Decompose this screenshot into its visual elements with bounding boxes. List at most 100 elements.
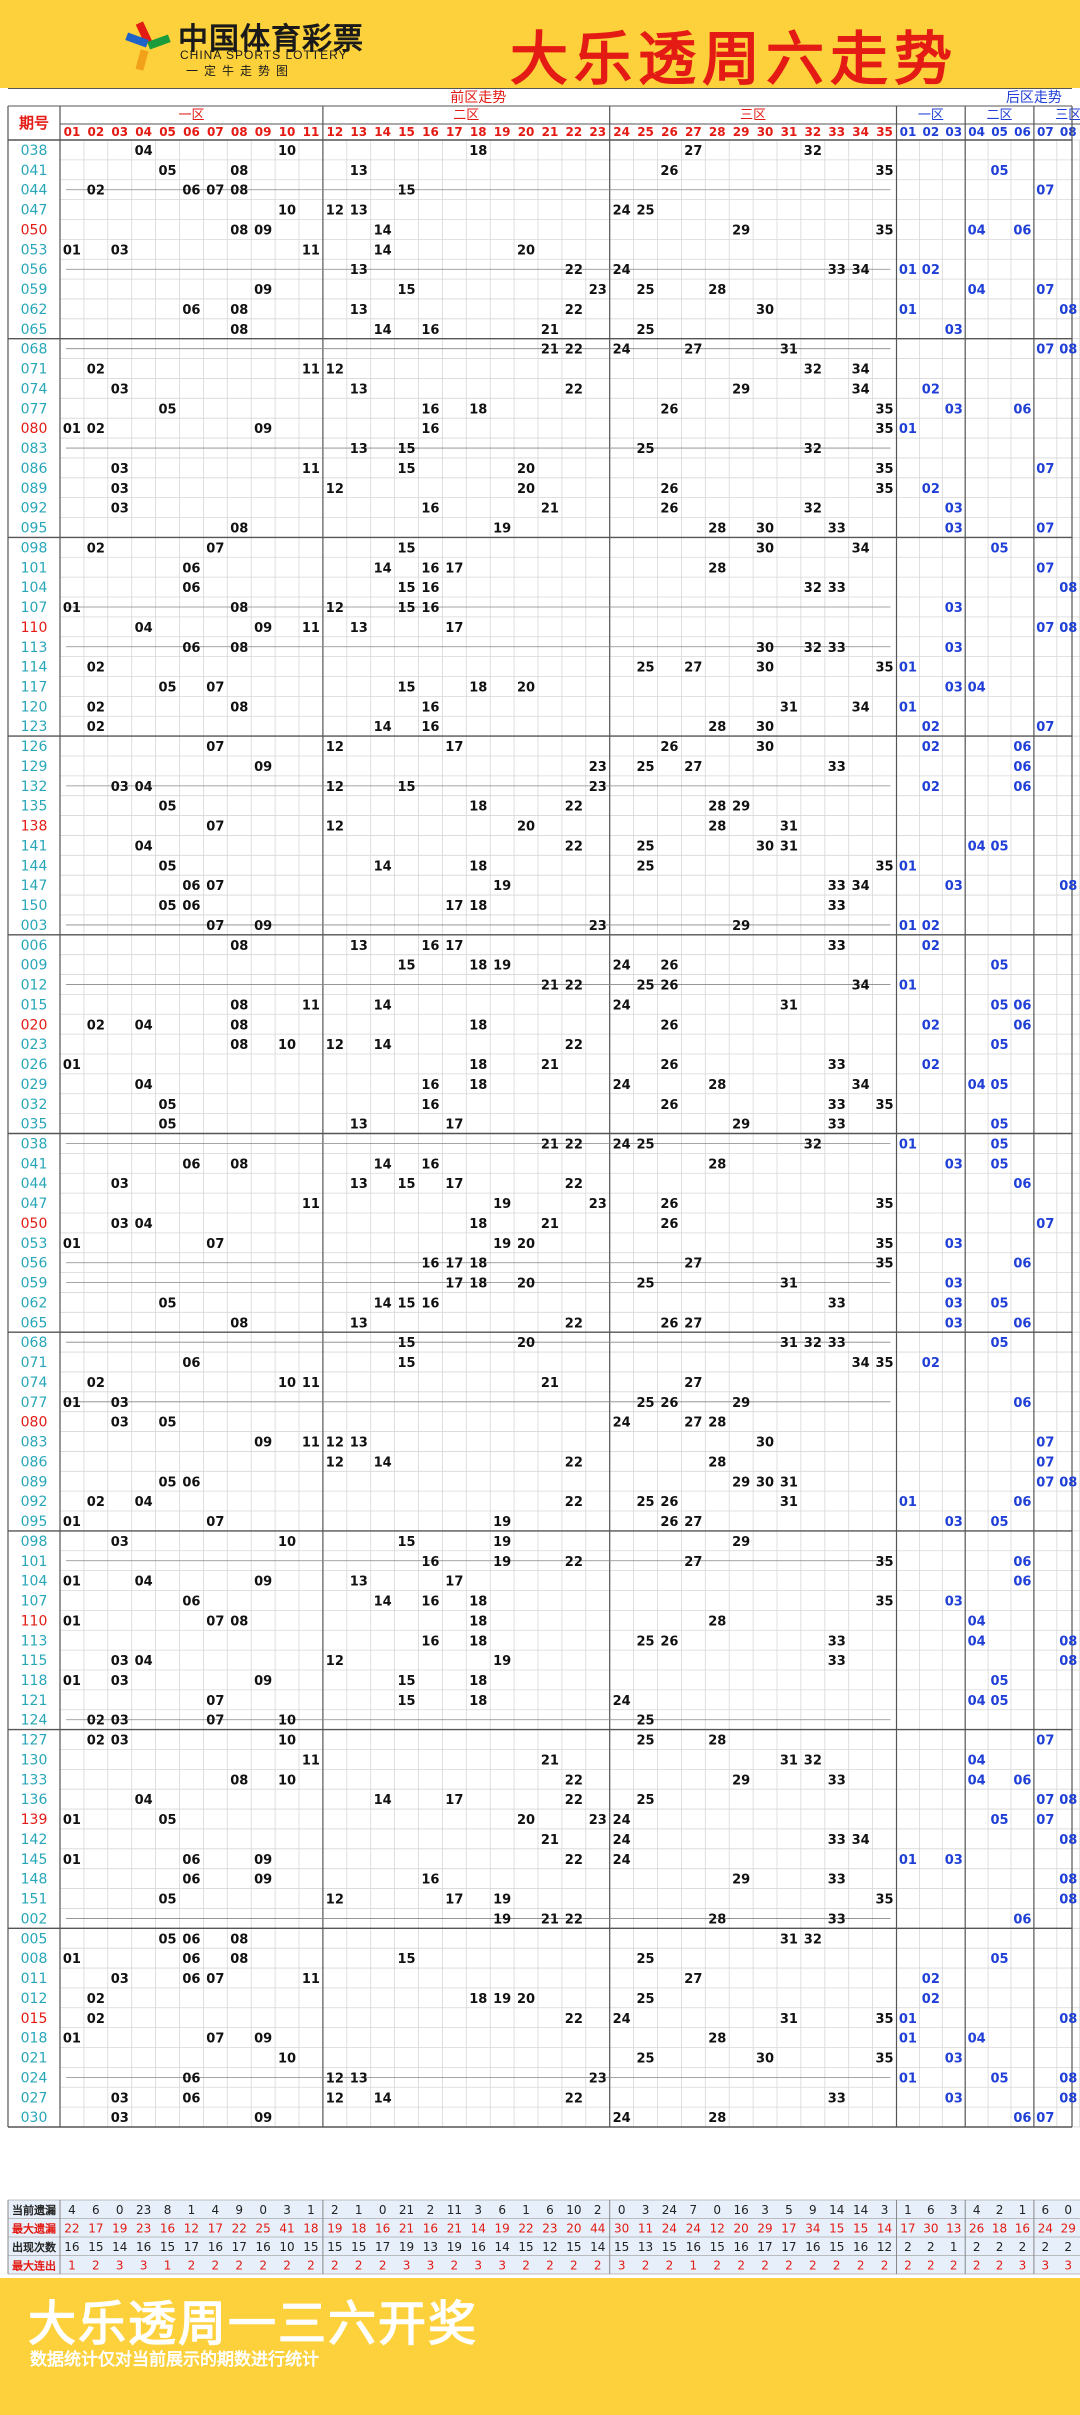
front-ball: 02 xyxy=(87,700,105,715)
front-ball: 05 xyxy=(159,1893,177,1908)
issue-number: 142 xyxy=(21,1832,48,1848)
front-number-header: 10 xyxy=(279,125,296,139)
front-ball: 24 xyxy=(613,1853,631,1868)
front-ball: 09 xyxy=(254,1853,272,1868)
front-ball: 03 xyxy=(111,1396,129,1411)
stats-front-value: 2 xyxy=(259,2259,267,2273)
back-ball: 01 xyxy=(899,979,917,994)
issue-number: 056 xyxy=(21,1256,48,1272)
stats-front-value: 6 xyxy=(92,2203,100,2217)
sports-lottery-logo-icon xyxy=(125,21,171,71)
front-number-header: 16 xyxy=(422,125,439,139)
issue-number: 120 xyxy=(21,699,48,715)
front-ball: 29 xyxy=(732,919,750,934)
front-ball: 03 xyxy=(111,462,129,477)
back-ball: 05 xyxy=(991,1296,1009,1311)
front-ball: 13 xyxy=(350,1177,368,1192)
stats-back-value: 1 xyxy=(950,2240,958,2254)
back-ball: 01 xyxy=(899,263,917,278)
front-ball: 22 xyxy=(565,263,583,278)
stats-front-value: 15 xyxy=(518,2240,533,2254)
stats-back-value: 30 xyxy=(923,2222,938,2236)
front-ball: 02 xyxy=(87,1018,105,1033)
stats-front-value: 0 xyxy=(116,2203,124,2217)
issue-number: 139 xyxy=(21,1812,48,1828)
front-ball: 09 xyxy=(254,1873,272,1888)
issue-number: 138 xyxy=(21,819,48,835)
stats-front-value: 2 xyxy=(522,2259,530,2273)
front-ball: 01 xyxy=(63,422,81,437)
issue-number: 041 xyxy=(21,1156,48,1172)
stats-back-value: 2 xyxy=(973,2259,981,2273)
front-ball: 34 xyxy=(852,363,870,378)
issue-number: 110 xyxy=(21,620,48,636)
back-ball: 02 xyxy=(922,1992,940,2007)
back-number-header: 04 xyxy=(968,125,985,139)
stats-front-value: 41 xyxy=(279,2222,294,2236)
front-ball: 09 xyxy=(254,621,272,636)
front-ball: 03 xyxy=(111,1674,129,1689)
front-ball: 24 xyxy=(613,1416,631,1431)
front-ball: 08 xyxy=(230,700,248,715)
stats-front-value: 3 xyxy=(474,2203,482,2217)
front-ball: 28 xyxy=(708,1912,726,1927)
front-ball: 10 xyxy=(278,1038,296,1053)
back-ball: 03 xyxy=(945,879,963,894)
back-ball: 04 xyxy=(968,680,986,695)
front-ball: 11 xyxy=(302,1436,320,1451)
stats-front-value: 2 xyxy=(737,2259,745,2273)
front-ball: 07 xyxy=(206,820,224,835)
back-ball: 07 xyxy=(1036,1436,1054,1451)
back-ball: 02 xyxy=(922,1356,940,1371)
front-number-header: 33 xyxy=(828,125,845,139)
front-ball: 28 xyxy=(708,283,726,298)
front-ball: 13 xyxy=(350,303,368,318)
front-ball: 12 xyxy=(326,1038,344,1053)
front-number-header: 03 xyxy=(111,125,128,139)
back-ball: 08 xyxy=(1059,1475,1077,1490)
stats-front-value: 1 xyxy=(307,2203,315,2217)
issue-number: 035 xyxy=(21,1117,48,1133)
front-ball: 19 xyxy=(493,1654,511,1669)
front-ball: 32 xyxy=(804,442,822,457)
front-ball: 33 xyxy=(828,899,846,914)
front-ball: 16 xyxy=(421,1078,439,1093)
front-ball: 07 xyxy=(206,541,224,556)
front-ball: 21 xyxy=(541,502,559,517)
front-ball: 02 xyxy=(87,1714,105,1729)
front-ball: 25 xyxy=(637,283,655,298)
front-ball: 12 xyxy=(326,740,344,755)
front-ball: 03 xyxy=(111,502,129,517)
issue-header: 期号 xyxy=(19,114,49,132)
front-number-header: 35 xyxy=(876,125,893,139)
front-ball: 06 xyxy=(182,1932,200,1947)
stats-front-value: 15 xyxy=(566,2240,581,2254)
front-ball: 18 xyxy=(469,859,487,874)
front-ball: 22 xyxy=(565,1912,583,1927)
back-ball: 05 xyxy=(991,1694,1009,1709)
back-ball: 06 xyxy=(1013,1257,1031,1272)
issue-number: 041 xyxy=(21,163,48,179)
stats-front-value: 2 xyxy=(283,2259,291,2273)
front-ball: 33 xyxy=(828,581,846,596)
issue-number: 068 xyxy=(21,342,48,358)
issue-number: 032 xyxy=(21,1097,48,1113)
front-ball: 16 xyxy=(421,561,439,576)
front-ball: 03 xyxy=(111,2111,129,2126)
front-number-header: 29 xyxy=(733,125,750,139)
stats-back-value: 13 xyxy=(946,2222,961,2236)
front-ball: 27 xyxy=(684,144,702,159)
front-ball: 18 xyxy=(469,899,487,914)
front-number-header: 22 xyxy=(565,125,582,139)
stats-front-value: 9 xyxy=(235,2203,243,2217)
back-ball: 08 xyxy=(1059,1793,1077,1808)
front-ball: 01 xyxy=(63,601,81,616)
front-ball: 11 xyxy=(302,1197,320,1212)
footer-band xyxy=(0,2278,1080,2415)
front-ball: 15 xyxy=(398,541,416,556)
back-ball: 04 xyxy=(968,1078,986,1093)
front-ball: 13 xyxy=(350,442,368,457)
front-ball: 13 xyxy=(350,2071,368,2086)
stats-front-value: 15 xyxy=(829,2240,844,2254)
front-ball: 03 xyxy=(111,1972,129,1987)
